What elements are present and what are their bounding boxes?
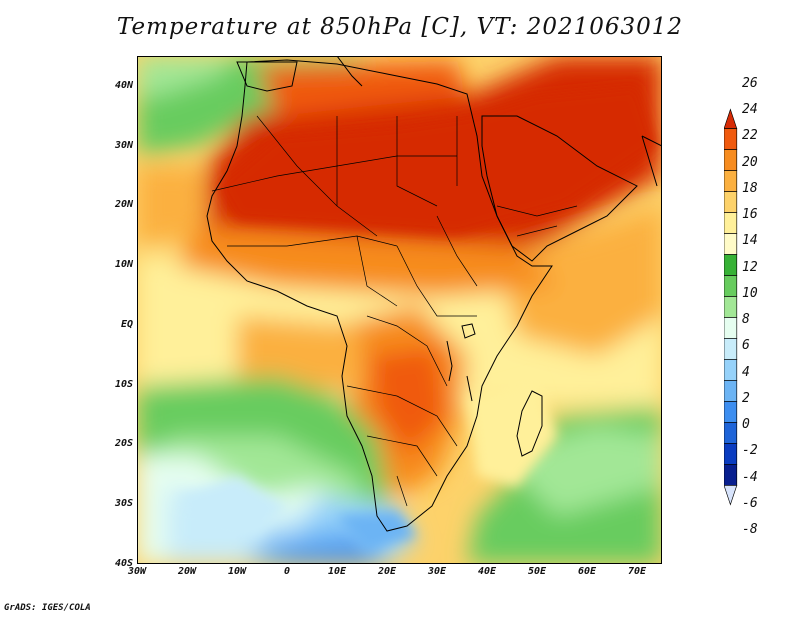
longitude-tick-label: 10W <box>227 566 247 577</box>
latitude-tick-label: 40S <box>114 558 133 569</box>
colorbar-label: 4 <box>742 364 750 380</box>
colorbar-box <box>724 338 738 360</box>
colorbar-label: 14 <box>742 233 758 249</box>
colorbar-label: 12 <box>742 259 758 275</box>
colorbar-box <box>724 254 738 276</box>
colorbar-box <box>724 233 738 255</box>
longitude-tick-label: 50E <box>527 566 547 577</box>
colorbar-box <box>724 422 738 444</box>
longitude-tick-label: 30W <box>127 566 147 577</box>
colorbar-box <box>724 275 738 297</box>
credit-text: GrADS: IGES/COLA <box>4 603 91 613</box>
longitude-tick-label: 60E <box>577 566 597 577</box>
colorbar-label: -6 <box>742 495 758 511</box>
colorbar-bottom-arrow <box>724 485 738 506</box>
latitude-tick-label: 20S <box>114 438 133 450</box>
colorbar-box <box>724 443 738 465</box>
colorbar-label: 2 <box>742 390 750 406</box>
colorbar-label: 10 <box>742 285 758 301</box>
colorbar-label: -2 <box>742 443 758 459</box>
colorbar-label: 16 <box>742 207 758 223</box>
colorbar-box <box>724 170 738 192</box>
colorbar-label: -8 <box>742 522 758 537</box>
latitude-tick-label: 10S <box>114 378 133 390</box>
colorbar-box <box>724 296 738 318</box>
colorbar-box <box>724 191 738 213</box>
temperature-field <box>137 56 662 564</box>
colorbar-top-arrow <box>724 108 738 129</box>
colorbar-box <box>724 128 738 150</box>
colorbar-label: 26 <box>742 76 758 91</box>
longitude-tick-label: 40E <box>477 566 497 577</box>
colorbar-box <box>724 380 738 402</box>
longitude-tick-label: 20E <box>377 566 397 577</box>
country-borders <box>211 115 578 507</box>
latitude-tick-label: 30S <box>114 498 133 510</box>
colorbar-box <box>724 401 738 423</box>
colorbar-label: 8 <box>742 312 750 328</box>
map-title: Temperature at 850hPa [C], VT: 202106301… <box>116 14 684 40</box>
colorbar-label: 24 <box>742 102 758 118</box>
colorbar-label: -4 <box>742 469 758 485</box>
latitude-tick-label: 40N <box>114 79 133 91</box>
latitude-tick-label: 10N <box>114 259 133 271</box>
colorbar-label: 18 <box>742 180 758 196</box>
longitude-tick-label: 0 <box>283 566 291 577</box>
colorbar-box <box>724 317 738 339</box>
colorbar-label: 22 <box>742 128 758 144</box>
latitude-tick-label: 30N <box>114 139 133 151</box>
latitude-tick-label: EQ <box>120 318 133 330</box>
colorbar-box <box>724 149 738 171</box>
colorbar-label: 0 <box>742 417 750 433</box>
longitude-tick-label: 30E <box>427 566 447 577</box>
longitude-tick-label: 20W <box>177 566 197 577</box>
latitude-tick-label: 20N <box>114 199 133 211</box>
colorbar-box <box>724 212 738 234</box>
colorbar-label: 20 <box>742 154 758 170</box>
colorbar-box <box>724 464 738 486</box>
colorbar-label: 6 <box>742 338 750 354</box>
temperature-map <box>137 56 662 564</box>
colorbar <box>724 108 738 506</box>
longitude-tick-label: 10E <box>327 566 347 577</box>
coastlines <box>206 56 662 532</box>
colorbar-box <box>724 359 738 381</box>
longitude-tick-label: 70E <box>627 566 647 577</box>
